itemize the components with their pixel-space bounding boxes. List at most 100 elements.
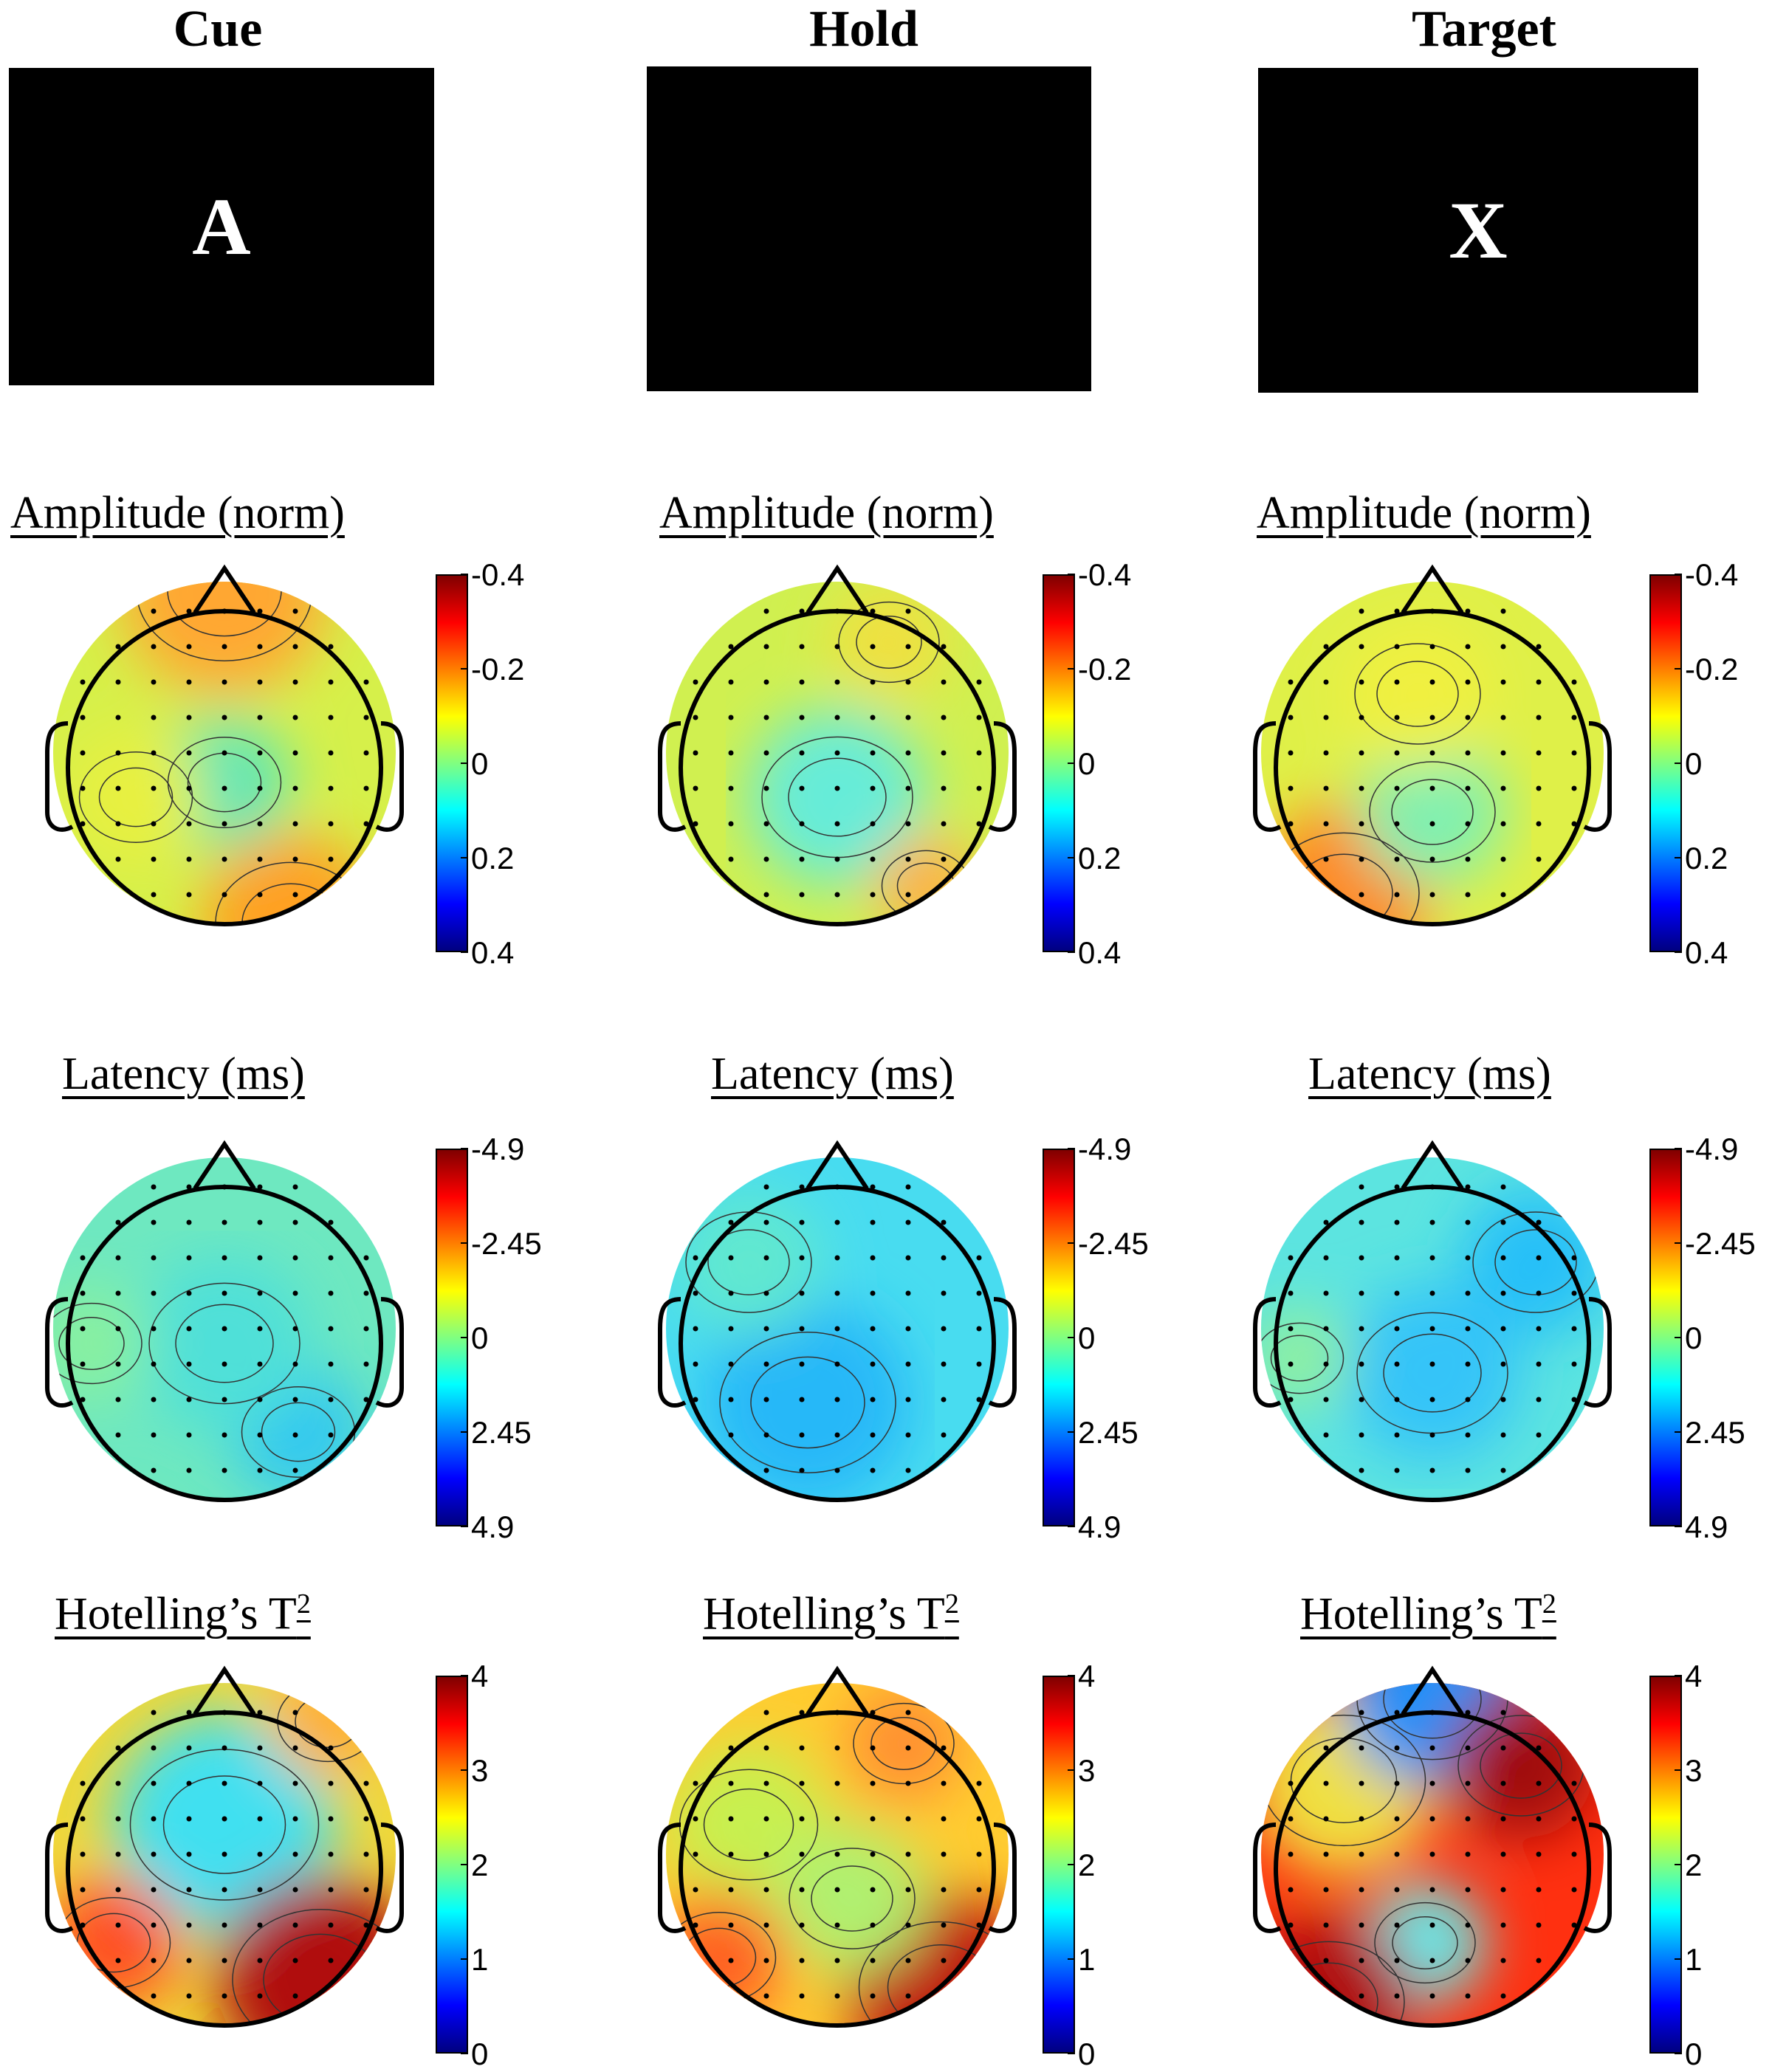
colorbar-tick-label: 0.2 [1685, 841, 1728, 875]
electrode-dot [1571, 1922, 1577, 1928]
electrode-dot [80, 785, 86, 791]
right-ear-outline [375, 721, 404, 832]
electrode-dot [115, 1958, 121, 1963]
electrode-dot [292, 821, 298, 827]
electrode-dot [1323, 785, 1329, 791]
electrode-dot [1500, 821, 1506, 827]
electrode-dot [1465, 1361, 1471, 1367]
electrode-dot [1500, 1432, 1506, 1438]
electrode-dot [1394, 1397, 1400, 1402]
electrode-dot [763, 1745, 769, 1751]
electrode-dot [1571, 785, 1577, 791]
electrode-dot [870, 785, 876, 791]
right-ear-outline [988, 1823, 1017, 1933]
electrode-dot [1359, 1219, 1364, 1225]
electrode-dot [976, 1326, 982, 1332]
electrode-dot [799, 1851, 805, 1857]
electrode-dot [1429, 1290, 1435, 1296]
electrode-dot [834, 644, 840, 650]
electrode-dot [151, 715, 157, 720]
electrode-dot [763, 856, 769, 862]
electrode-dot [941, 715, 947, 720]
nose-outline [193, 1140, 256, 1190]
electrode-dot [257, 785, 263, 791]
electrode-dot [222, 1467, 227, 1473]
electrode-dot [1359, 1816, 1364, 1822]
electrode-dot [292, 1958, 298, 1963]
colorbar-tick-mark [461, 1675, 468, 1676]
electrode-dot [693, 821, 698, 827]
electrode-dot [976, 715, 982, 720]
column-title-cue: Cue [173, 1, 263, 58]
electrode-dot [222, 1780, 227, 1786]
electrode-dot [1429, 1816, 1435, 1822]
electrode-dot [693, 715, 698, 720]
electrode-dot [799, 1816, 805, 1822]
nose-outline [806, 1140, 869, 1190]
electrode-dot [1429, 1467, 1435, 1473]
topomap-hotelling-hold [658, 1665, 1017, 2028]
colorbar-tick-mark [1068, 1148, 1075, 1149]
colorbar-tick-label: 3 [1078, 1753, 1096, 1788]
electrode-dot [870, 856, 876, 862]
left-ear-outline [45, 1297, 74, 1408]
electrode-dot [834, 1745, 840, 1751]
electrode-dot [115, 1432, 121, 1438]
electrode-dot [292, 1745, 298, 1751]
electrode-dot [1465, 1710, 1471, 1715]
electrode-dot [1394, 1745, 1400, 1751]
electrode-dot [1500, 785, 1506, 791]
electrode-dot [186, 750, 192, 756]
electrode-dot [1465, 892, 1471, 898]
colorbar-tick-mark [1068, 857, 1075, 858]
electrode-dot [870, 1432, 876, 1438]
electrode-dot [941, 1816, 947, 1822]
colorbar-tick-mark [461, 668, 468, 670]
electrode-dot [1571, 1255, 1577, 1261]
electrode-dot [328, 1397, 334, 1402]
electrode-dot [292, 1993, 298, 1999]
electrode-dot [1465, 821, 1471, 827]
electrode-dot [1465, 1184, 1471, 1190]
electrode-dot [1429, 1887, 1435, 1893]
electrode-dot [1536, 1361, 1542, 1367]
electrode-dot [1323, 1361, 1329, 1367]
electrode-dot [905, 1922, 911, 1928]
electrode-dot [151, 1326, 157, 1332]
electrode-dot [222, 856, 227, 862]
electrode-dot [1394, 750, 1400, 756]
electrode-dot [1536, 785, 1542, 791]
electrode-dot [1571, 750, 1577, 756]
electrode-dot [870, 1887, 876, 1893]
electrode-dot [1323, 1219, 1329, 1225]
electrode-dot [292, 1816, 298, 1822]
electrode-dot [728, 715, 734, 720]
electrode-dot [80, 1887, 86, 1893]
electrode-dot [186, 644, 192, 650]
electrode-dot [257, 1745, 263, 1751]
colorbar-tick-mark [1675, 1675, 1682, 1676]
electrode-dot [151, 1397, 157, 1402]
electrode-dot [186, 1432, 192, 1438]
electrode-dot [976, 1887, 982, 1893]
electrode-dot [257, 1326, 263, 1332]
colorbar-tick-mark [1675, 1337, 1682, 1338]
electrode-dot [728, 1780, 734, 1786]
electrode-dot [1465, 1745, 1471, 1751]
electrode-dot [1465, 715, 1471, 720]
left-ear-outline [658, 1297, 687, 1408]
electrode-dot [1359, 1993, 1364, 1999]
colorbar-tick-label: 4.9 [1685, 1510, 1728, 1544]
electrode-dot [1394, 1290, 1400, 1296]
electrode-dot [257, 750, 263, 756]
electrode-dot [151, 1432, 157, 1438]
electrode-dot [763, 1993, 769, 1999]
electrode-dot [870, 1184, 876, 1190]
electrode-dot [151, 1816, 157, 1822]
electrode-dot [799, 821, 805, 827]
colorbar-tick-mark [1675, 1769, 1682, 1771]
electrode-dot [1465, 1432, 1471, 1438]
electrode-dot [1536, 1432, 1542, 1438]
electrode-dot [728, 1816, 734, 1822]
electrode-dot [151, 1219, 157, 1225]
